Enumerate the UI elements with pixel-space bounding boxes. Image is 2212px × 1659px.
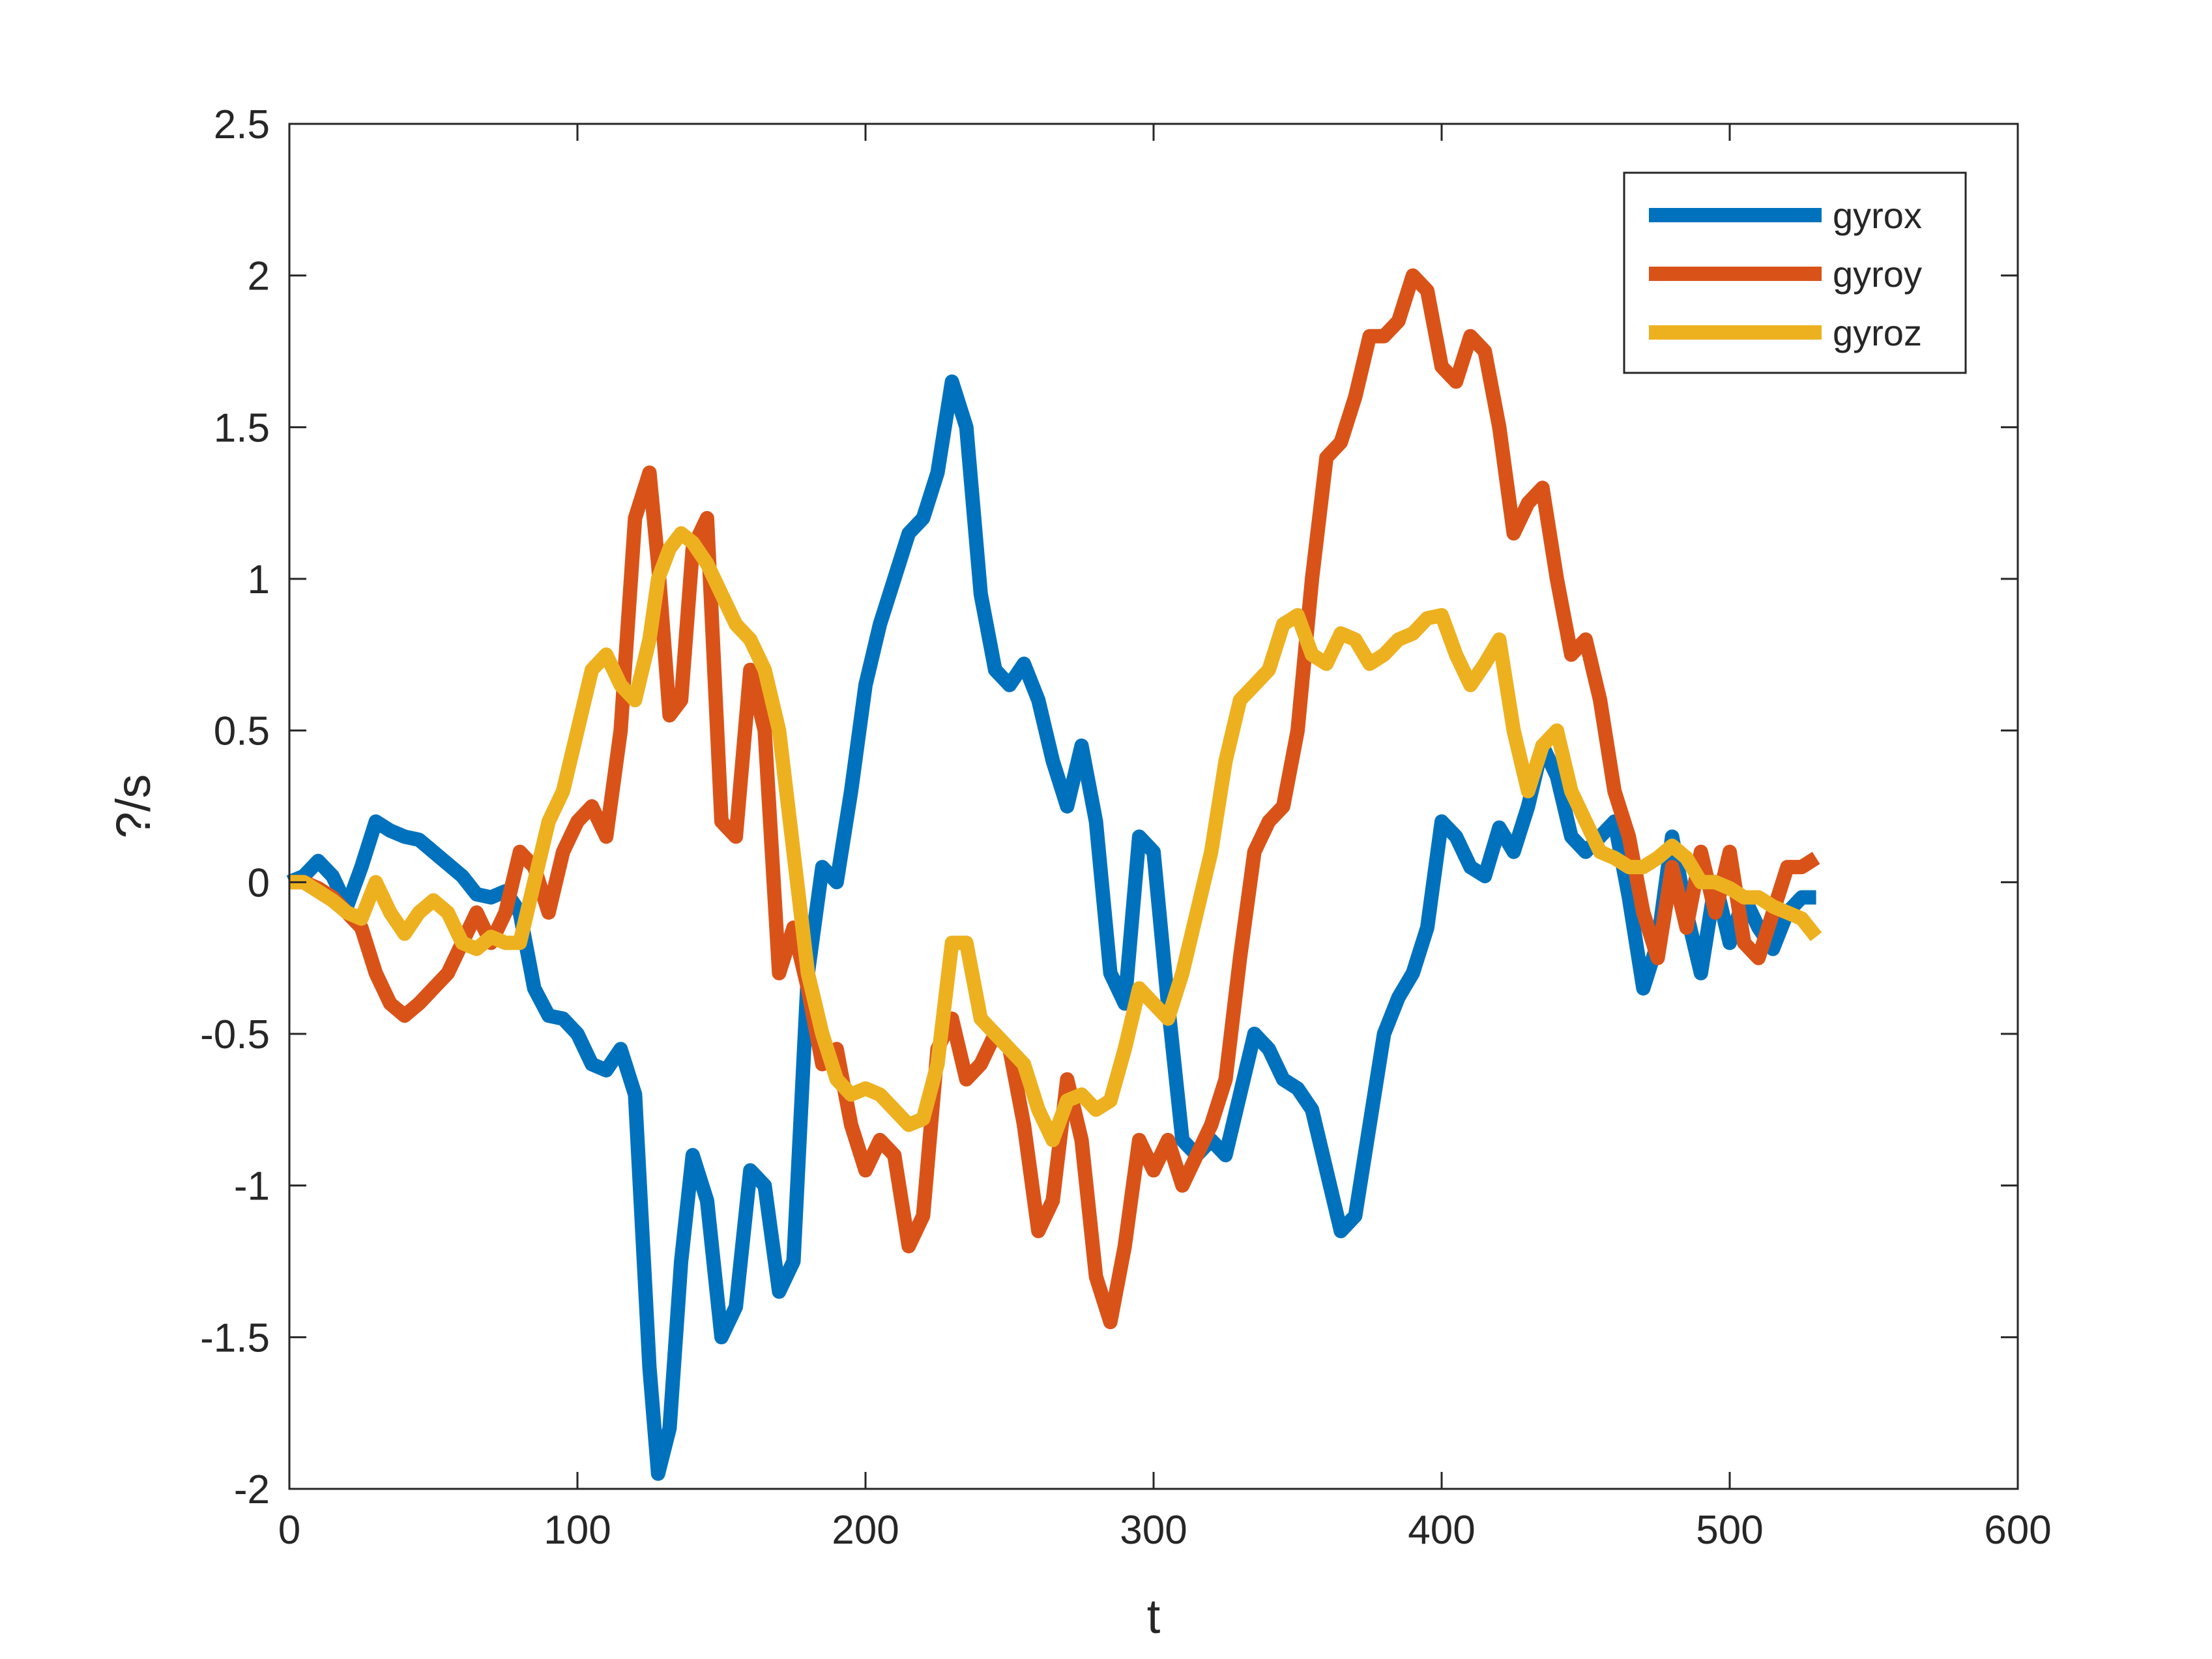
legend-label-gyroz: gyroz [1833,312,1922,353]
y-axis-label: ?/s [106,774,160,839]
x-axis-label: t [1147,1589,1161,1643]
y-tick-label: 0 [248,860,270,905]
y-tick-label: 2.5 [214,102,270,147]
y-tick-label: 0.5 [214,709,270,754]
x-tick-label: 300 [1120,1508,1187,1553]
x-tick-label: 100 [544,1508,611,1553]
y-tick-label: 2 [248,254,270,299]
x-tick-label: 400 [1408,1508,1475,1553]
series-line-gyroy [289,268,1820,1330]
y-tick-label: -1.5 [200,1315,270,1360]
y-tick-label: 1 [248,557,270,602]
legend: gyrox gyroy gyroz [1623,171,1967,374]
tick-layer: 0 100 200 300 400 500 600 -2 -1.5 -1 -0.5 0 0.5 1 1.5 2… [200,102,2052,1553]
series-layer [286,268,1822,1481]
y-tick-label: -1 [234,1164,270,1209]
legend-label-gyrox: gyrox [1833,195,1922,236]
y-tick-label: 1.5 [214,405,270,450]
x-tick-label: 0 [278,1508,300,1553]
legend-label-gyroy: gyroy [1833,254,1922,295]
x-tick-label: 600 [1984,1508,2051,1553]
x-tick-label: 200 [832,1508,899,1553]
series-line-gyroz [289,526,1822,1147]
x-tick-label: 500 [1696,1508,1763,1553]
series-line-gyrox [286,374,1816,1481]
y-tick-label: -0.5 [200,1012,270,1057]
y-tick-label: -2 [234,1467,270,1512]
